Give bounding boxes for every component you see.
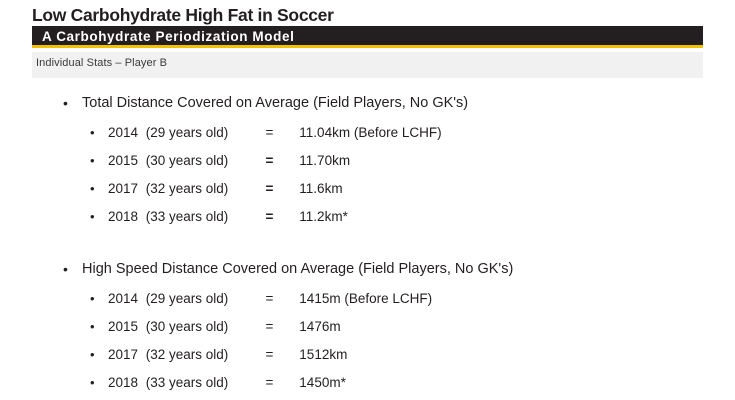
bullet-icon: • <box>90 181 95 196</box>
stat-value: 1450m* <box>299 375 346 390</box>
bullet-icon: • <box>90 209 95 224</box>
stat-age: (33 years old) <box>145 375 229 390</box>
list-item: • 2017 (32 years old) = 11.6km <box>60 178 700 206</box>
stat-age: (29 years old) <box>145 291 229 306</box>
stat-year: 2014 <box>108 291 139 306</box>
stat-age: (32 years old) <box>145 181 229 196</box>
list-item: • 2014 (29 years old) = 11.04km (Before … <box>60 122 700 150</box>
stat-age: (30 years old) <box>145 319 229 334</box>
bullet-icon: • <box>90 153 95 168</box>
list-item: • 2015 (30 years old) = 1476m <box>60 316 700 344</box>
stat-value: 11.2km* <box>299 209 348 224</box>
title-block: Low Carbohydrate High Fat in Soccer <box>32 4 703 26</box>
stat-year: 2014 <box>108 125 139 140</box>
stat-year: 2018 <box>108 209 139 224</box>
bullet-icon: • <box>90 347 95 362</box>
list-item: • 2014 (29 years old) = 1415m (Before LC… <box>60 288 700 316</box>
stat-equals: = <box>265 153 274 168</box>
section-high-speed-distance: • High Speed Distance Covered on Average… <box>60 258 700 400</box>
stat-equals: = <box>265 375 274 390</box>
stat-equals: = <box>265 347 274 362</box>
list-item: • 2018 (33 years old) = 11.2km* <box>60 206 700 234</box>
stat-age: (29 years old) <box>145 125 229 140</box>
stat-value: 1512km <box>299 347 348 362</box>
bullet-icon: • <box>90 125 95 140</box>
stat-age: (33 years old) <box>145 209 229 224</box>
slide-content: • Total Distance Covered on Average (Fie… <box>60 92 700 400</box>
stat-year: 2015 <box>108 153 139 168</box>
stat-year: 2017 <box>108 347 139 362</box>
stat-value: 11.70km <box>299 153 351 168</box>
section-heading: • High Speed Distance Covered on Average… <box>60 258 700 280</box>
subtitle-bar: A Carbohydrate Periodization Model <box>32 26 703 48</box>
stat-equals: = <box>265 291 274 306</box>
list-item: • 2017 (32 years old) = 1512km <box>60 344 700 372</box>
stat-age: (32 years old) <box>145 347 229 362</box>
stat-equals: = <box>265 319 274 334</box>
section-heading: • Total Distance Covered on Average (Fie… <box>60 92 700 114</box>
subtitle-text: A Carbohydrate Periodization Model <box>42 29 295 44</box>
stat-year: 2018 <box>108 375 139 390</box>
list-item: • 2015 (30 years old) = 11.70km <box>60 150 700 178</box>
stat-value: 1415m (Before LCHF) <box>299 291 433 306</box>
bullet-icon: • <box>90 319 95 334</box>
section-total-distance: • Total Distance Covered on Average (Fie… <box>60 92 700 234</box>
stat-equals: = <box>265 209 274 224</box>
stat-age: (30 years old) <box>145 153 229 168</box>
stat-value: 11.6km <box>299 181 343 196</box>
stat-equals: = <box>265 181 274 196</box>
bullet-icon: • <box>63 95 68 111</box>
bullet-icon: • <box>90 375 95 390</box>
bullet-icon: • <box>90 291 95 306</box>
stat-year: 2017 <box>108 181 139 196</box>
bullet-icon: • <box>63 261 68 277</box>
page-title: Low Carbohydrate High Fat in Soccer <box>32 5 334 25</box>
stat-value: 1476m <box>299 319 341 334</box>
stat-year: 2015 <box>108 319 139 334</box>
section-strip: Individual Stats – Player B <box>32 52 703 78</box>
section-strip-label: Individual Stats – Player B <box>36 57 168 69</box>
stat-equals: = <box>265 125 274 140</box>
section-heading-label: Total Distance Covered on Average (Field… <box>82 95 469 111</box>
stat-value: 11.04km (Before LCHF) <box>299 125 442 140</box>
list-item: • 2018 (33 years old) = 1450m* <box>60 372 700 400</box>
section-heading-label: High Speed Distance Covered on Average (… <box>82 261 514 277</box>
